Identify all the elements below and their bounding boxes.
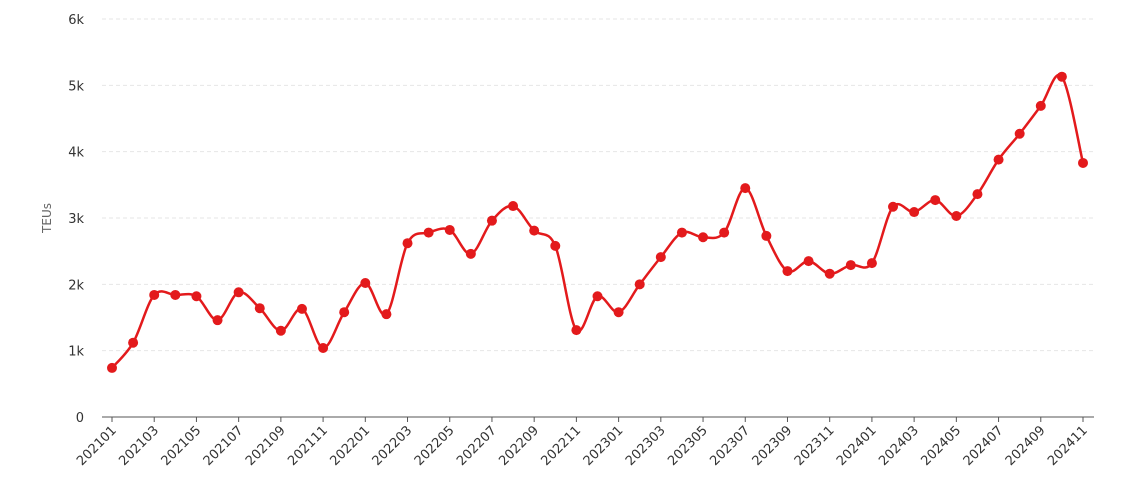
data-point-202410[interactable] (1056, 71, 1067, 82)
data-point-202407[interactable] (993, 154, 1004, 165)
data-point-202408[interactable] (1014, 128, 1025, 139)
x-tick-label: 202203 (370, 423, 416, 469)
x-tick-label: 202111 (285, 423, 331, 469)
data-point-202206[interactable] (465, 248, 476, 259)
data-point-202212[interactable] (592, 291, 603, 302)
x-tick-label: 202301 (581, 423, 627, 469)
data-point-202301[interactable] (613, 307, 624, 318)
data-point-202306[interactable] (719, 227, 730, 238)
y-tick-label: 0 (76, 411, 84, 426)
data-point-202102[interactable] (128, 337, 139, 348)
data-point-202302[interactable] (634, 279, 645, 290)
series-points (107, 71, 1088, 373)
data-point-202309[interactable] (782, 266, 793, 277)
x-tick-label: 202405 (918, 423, 964, 469)
data-point-202403[interactable] (909, 207, 920, 218)
data-point-202210[interactable] (550, 240, 561, 251)
data-point-202303[interactable] (655, 252, 666, 263)
data-point-202108[interactable] (254, 303, 265, 314)
data-point-202305[interactable] (698, 232, 709, 243)
data-point-202105[interactable] (191, 291, 202, 302)
x-tick-label: 202207 (454, 423, 500, 469)
y-axis-label: TEUs (40, 203, 54, 234)
x-tick-label: 202401 (834, 423, 880, 469)
x-tick-label: 202107 (201, 423, 247, 469)
data-point-202106[interactable] (212, 315, 223, 326)
data-point-202409[interactable] (1035, 100, 1046, 111)
data-point-202201[interactable] (360, 278, 371, 289)
data-point-202308[interactable] (761, 230, 772, 241)
y-tick-label: 5k (68, 79, 84, 94)
data-point-202312[interactable] (845, 260, 856, 271)
data-point-202209[interactable] (529, 225, 540, 236)
data-point-202406[interactable] (972, 189, 983, 200)
x-tick-label: 202309 (750, 423, 796, 469)
data-point-202107[interactable] (233, 287, 244, 298)
data-point-202310[interactable] (803, 256, 814, 267)
gridlines (102, 18, 1094, 352)
x-tick-label: 202311 (792, 423, 838, 469)
x-tick-label: 202407 (961, 423, 1007, 469)
data-point-202203[interactable] (402, 238, 413, 249)
x-tick-label: 202303 (623, 423, 669, 469)
y-tick-label: 3k (68, 212, 84, 227)
x-tick-label: 202411 (1045, 423, 1091, 469)
x-tick-label: 202409 (1003, 423, 1049, 469)
x-tick-label: 202201 (327, 423, 373, 469)
data-point-202204[interactable] (423, 227, 434, 238)
x-axis-ticks: 2021012021032021052021072021092021112022… (74, 417, 1091, 469)
x-tick-label: 202307 (707, 423, 753, 469)
data-point-202311[interactable] (824, 268, 835, 279)
x-tick-label: 202211 (539, 423, 585, 469)
data-point-202211[interactable] (571, 325, 582, 336)
data-point-202112[interactable] (339, 307, 350, 318)
data-point-202402[interactable] (888, 201, 899, 212)
series-line (111, 73, 1085, 369)
data-point-202405[interactable] (951, 211, 962, 222)
x-tick-label: 202105 (159, 423, 205, 469)
data-point-202101[interactable] (107, 362, 117, 373)
data-point-202109[interactable] (275, 325, 286, 336)
y-tick-label: 4k (68, 146, 84, 161)
data-point-202202[interactable] (381, 309, 392, 320)
data-point-202208[interactable] (508, 201, 519, 212)
y-tick-label: 2k (68, 278, 84, 293)
data-point-202411[interactable] (1078, 157, 1088, 168)
data-point-202111[interactable] (318, 343, 329, 354)
x-tick-label: 202209 (496, 423, 542, 469)
y-tick-label: 1k (68, 345, 84, 360)
data-point-202401[interactable] (866, 258, 877, 269)
data-point-202103[interactable] (149, 289, 160, 300)
data-point-202205[interactable] (444, 224, 455, 235)
data-point-202404[interactable] (930, 195, 941, 206)
data-point-202110[interactable] (296, 303, 307, 314)
x-tick-label: 202403 (876, 423, 922, 469)
data-point-202104[interactable] (170, 289, 181, 300)
x-tick-label: 202103 (116, 423, 162, 469)
x-tick-label: 202205 (412, 423, 458, 469)
x-tick-label: 202305 (665, 423, 711, 469)
data-point-202304[interactable] (676, 227, 687, 238)
y-tick-label: 6k (68, 13, 84, 28)
x-tick-label: 202101 (74, 423, 120, 469)
y-axis-ticks: 0 1k 2k 3k 4k 5k 6k (68, 13, 84, 426)
x-tick-label: 202109 (243, 423, 289, 469)
data-point-202207[interactable] (486, 215, 497, 226)
data-point-202307[interactable] (740, 183, 751, 194)
